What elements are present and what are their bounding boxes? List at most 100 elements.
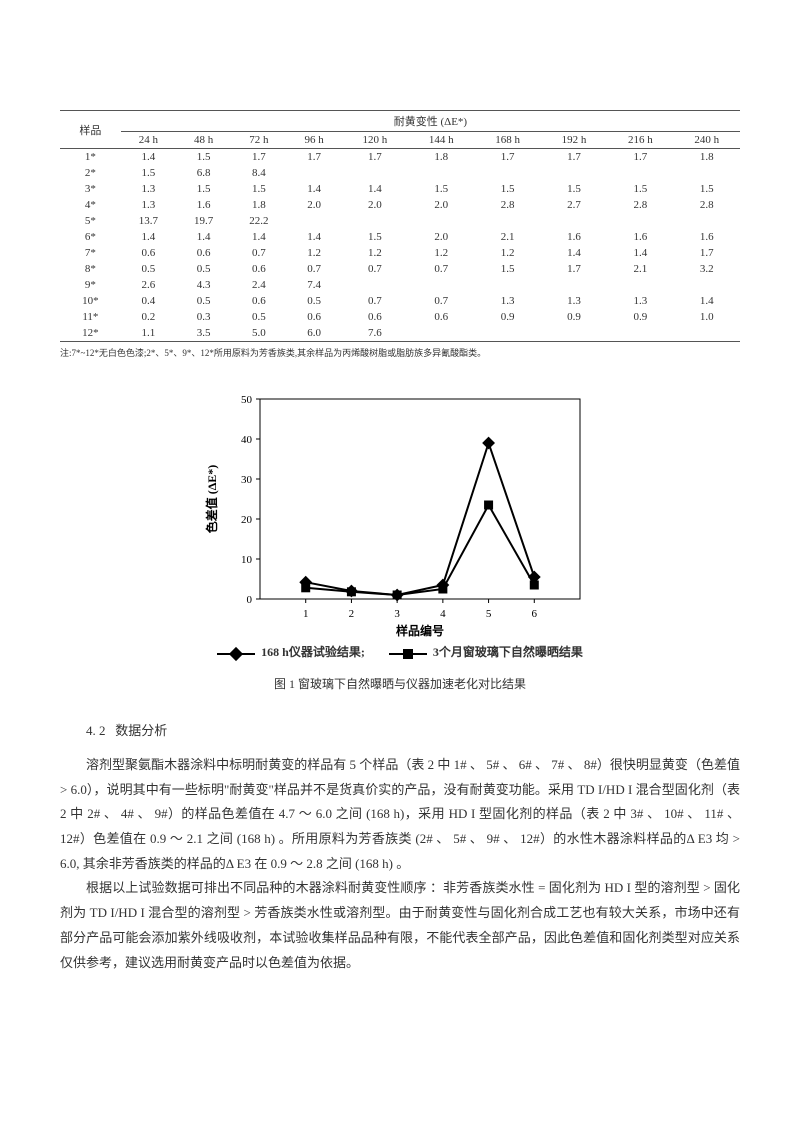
col-hour: 144 h <box>408 132 474 149</box>
svg-text:10: 10 <box>241 554 253 566</box>
col-hour: 96 h <box>286 132 341 149</box>
cell-value: 1.4 <box>342 181 408 197</box>
cell-value: 5.0 <box>231 325 286 342</box>
cell-value: 2.1 <box>474 229 540 245</box>
cell-value: 0.6 <box>121 245 176 261</box>
cell-value <box>342 213 408 229</box>
chart-container: 01020304050123456样品编号色差值 (ΔE*) 168 h仪器试验… <box>200 379 600 661</box>
cell-value: 1.2 <box>342 245 408 261</box>
col-hour: 192 h <box>541 132 607 149</box>
cell-value: 0.4 <box>121 293 176 309</box>
cell-value: 2.0 <box>286 197 341 213</box>
col-hour: 24 h <box>121 132 176 149</box>
cell-value: 1.4 <box>286 181 341 197</box>
cell-value: 1.7 <box>541 261 607 277</box>
cell-value <box>674 277 740 293</box>
cell-value: 1.1 <box>121 325 176 342</box>
cell-value <box>342 165 408 181</box>
row-id: 2* <box>60 165 121 181</box>
cell-value: 1.6 <box>541 229 607 245</box>
svg-text:色差值 (ΔE*): 色差值 (ΔE*) <box>204 465 219 534</box>
svg-text:50: 50 <box>241 394 253 406</box>
cell-value: 1.4 <box>541 245 607 261</box>
cell-value: 1.3 <box>121 197 176 213</box>
cell-value <box>408 277 474 293</box>
cell-value <box>607 165 673 181</box>
cell-value <box>541 213 607 229</box>
cell-value: 1.7 <box>286 149 341 166</box>
cell-value: 1.5 <box>408 181 474 197</box>
col-group: 耐黄变性 (ΔE*) <box>121 111 740 132</box>
col-hour: 240 h <box>674 132 740 149</box>
svg-text:6: 6 <box>532 608 538 620</box>
cell-value <box>286 213 341 229</box>
cell-value: 0.2 <box>121 309 176 325</box>
cell-value <box>674 213 740 229</box>
cell-value <box>674 325 740 342</box>
cell-value: 1.8 <box>674 149 740 166</box>
cell-value: 0.3 <box>176 309 231 325</box>
col-hour: 48 h <box>176 132 231 149</box>
cell-value: 2.0 <box>408 229 474 245</box>
cell-value: 19.7 <box>176 213 231 229</box>
cell-value: 1.7 <box>674 245 740 261</box>
paragraph-1: 溶剂型聚氨酯木器涂料中标明耐黄变的样品有 5 个样品（表 2 中 1# 、 5#… <box>60 753 740 876</box>
col-hour: 120 h <box>342 132 408 149</box>
svg-text:20: 20 <box>241 514 253 526</box>
col-hour: 72 h <box>231 132 286 149</box>
cell-value <box>408 325 474 342</box>
svg-text:30: 30 <box>241 474 253 486</box>
cell-value: 1.7 <box>474 149 540 166</box>
cell-value: 0.6 <box>286 309 341 325</box>
cell-value: 1.7 <box>607 149 673 166</box>
legend-label-2: 3个月窗玻璃下自然曝晒结果 <box>433 645 583 661</box>
cell-value: 0.6 <box>342 309 408 325</box>
cell-value: 1.3 <box>474 293 540 309</box>
cell-value: 1.2 <box>286 245 341 261</box>
cell-value: 3.5 <box>176 325 231 342</box>
section-title-text: 数据分析 <box>115 723 167 738</box>
row-id: 1* <box>60 149 121 166</box>
cell-value: 2.1 <box>607 261 673 277</box>
cell-value <box>541 165 607 181</box>
cell-value: 3.2 <box>674 261 740 277</box>
cell-value: 13.7 <box>121 213 176 229</box>
cell-value <box>541 277 607 293</box>
row-id: 11* <box>60 309 121 325</box>
cell-value: 0.6 <box>408 309 474 325</box>
cell-value: 1.6 <box>176 197 231 213</box>
row-id: 4* <box>60 197 121 213</box>
cell-value: 1.7 <box>342 149 408 166</box>
cell-value: 1.4 <box>176 229 231 245</box>
cell-value: 4.3 <box>176 277 231 293</box>
cell-value: 1.8 <box>231 197 286 213</box>
cell-value: 1.4 <box>674 293 740 309</box>
row-id: 8* <box>60 261 121 277</box>
cell-value: 1.3 <box>541 293 607 309</box>
cell-value: 1.4 <box>121 149 176 166</box>
cell-value: 1.6 <box>674 229 740 245</box>
cell-value: 1.5 <box>541 181 607 197</box>
row-id: 9* <box>60 277 121 293</box>
cell-value: 6.0 <box>286 325 341 342</box>
section-num: 4. 2 <box>86 723 106 738</box>
cell-value: 1.5 <box>474 261 540 277</box>
cell-value: 1.7 <box>231 149 286 166</box>
cell-value: 0.5 <box>176 261 231 277</box>
cell-value: 0.6 <box>231 293 286 309</box>
cell-value: 1.4 <box>231 229 286 245</box>
row-id: 5* <box>60 213 121 229</box>
cell-value: 0.7 <box>231 245 286 261</box>
yellowing-data-table: 样品 耐黄变性 (ΔE*) 24 h48 h72 h96 h120 h144 h… <box>60 110 740 342</box>
cell-value: 1.3 <box>121 181 176 197</box>
table-note: 注:7*~12*无白色色漆;2*、5*、9*、12*所用原料为芳香族类,其余样品… <box>60 346 740 359</box>
cell-value <box>474 277 540 293</box>
cell-value: 7.4 <box>286 277 341 293</box>
cell-value: 0.5 <box>176 293 231 309</box>
cell-value <box>607 325 673 342</box>
cell-value <box>474 213 540 229</box>
svg-text:2: 2 <box>349 608 355 620</box>
cell-value: 1.3 <box>607 293 673 309</box>
cell-value <box>286 165 341 181</box>
legend-item-1: 168 h仪器试验结果; <box>217 645 365 661</box>
